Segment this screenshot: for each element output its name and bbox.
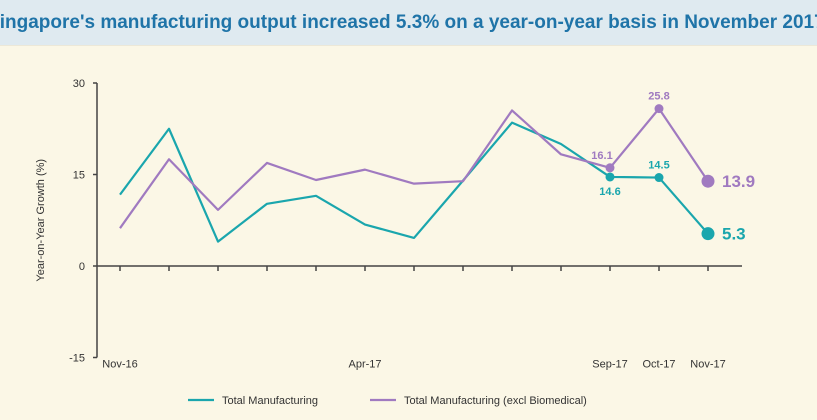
data-label: 14.6 — [599, 186, 620, 198]
y-tick-label: -15 — [69, 353, 85, 365]
x-tick-label: Apr-17 — [348, 359, 381, 371]
x-tick-label: Sep-17 — [592, 359, 627, 371]
data-point-marker — [654, 173, 664, 183]
data-label: 5.3 — [722, 225, 746, 244]
series-line — [119, 121, 709, 243]
data-label: 16.1 — [591, 150, 612, 162]
x-tick-label: Nov-16 — [102, 359, 137, 371]
chart-title: Singapore's manufacturing output increas… — [0, 11, 817, 33]
end-point-marker — [701, 227, 715, 241]
title-banner: Singapore's manufacturing output increas… — [0, 0, 817, 45]
data-label: 25.8 — [648, 91, 669, 103]
data-point-marker — [605, 172, 615, 182]
y-tick-label: 0 — [79, 261, 85, 273]
data-label: 14.5 — [648, 160, 669, 172]
end-point-marker — [701, 174, 715, 188]
y-tick-label: 15 — [73, 170, 85, 182]
x-tick-label: Nov-17 — [690, 359, 725, 371]
y-axis-title: Year-on-Year Growth (%) — [35, 159, 47, 282]
data-point-marker — [605, 163, 615, 173]
line-chart: -15 0 15 30 Nov-16 Apr-17 Sep-17 Oct-17 Nov-17 Ye… — [35, 78, 755, 407]
x-tick-label: Oct-17 — [642, 359, 675, 371]
series-line — [119, 107, 709, 229]
data-point-marker — [654, 104, 664, 114]
data-label: 13.9 — [722, 172, 755, 191]
legend-label: Total Manufacturing (excl Biomedical) — [404, 395, 587, 407]
y-tick-label: 30 — [73, 78, 85, 90]
legend-label: Total Manufacturing — [222, 395, 318, 407]
